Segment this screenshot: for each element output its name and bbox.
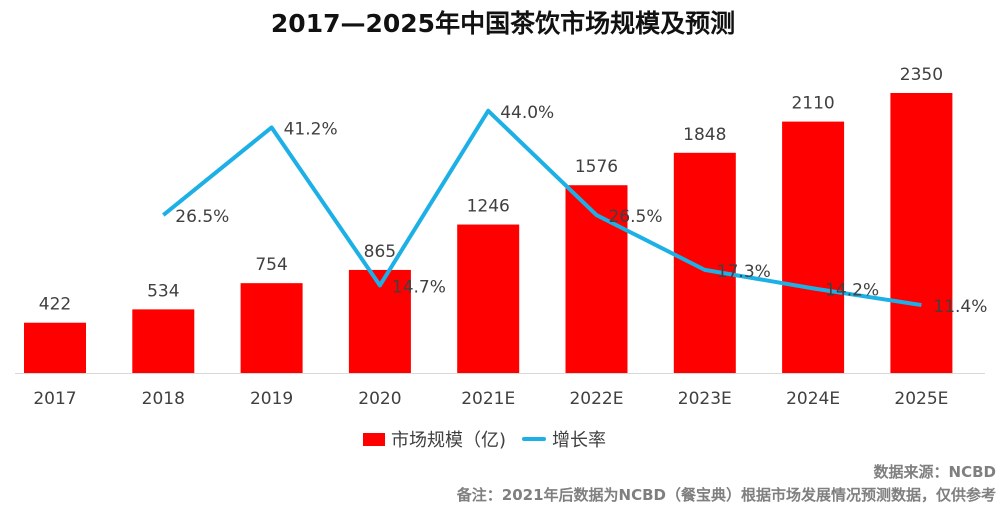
bar [240,283,303,373]
x-tick-label: 2025E [894,389,948,409]
bar [132,309,195,373]
bar-value-label: 1848 [683,125,726,145]
legend-bar-swatch [363,432,385,446]
legend-line-swatch [522,437,547,441]
bar-value-label: 1246 [467,197,510,217]
bar-value-label: 2350 [900,65,943,85]
bar [890,93,953,373]
bar-value-label: 534 [147,281,179,301]
x-tick-label: 2021E [461,389,515,409]
line-value-label: 26.5% [175,207,229,227]
growth-line [162,108,922,308]
chart-area: 422 2017 534 2018 754 2019 865 2020 1246 2021E 157… [15,65,987,409]
footnote: 备注：2021年后数据为NCBD（餐宝典）根据市场发展情况预测数据，仅供参考 [456,486,996,504]
bar [782,121,845,374]
bar-value-label: 422 [39,295,71,315]
line-value-label: 11.4% [933,297,987,317]
legend-line-label: 增长率 [552,430,607,451]
data-source: 数据来源：NCBD [873,463,996,481]
line-value-label: 17.3% [717,262,771,282]
legend-bar-label: 市场规模（亿) [391,430,507,451]
legend: 市场规模（亿) 增长率 [363,426,606,452]
bar-value-label: 2110 [791,94,834,114]
bar-value-label: 1576 [575,157,618,177]
line-value-label: 26.5% [609,207,663,227]
line-value-label: 41.2% [284,119,338,139]
line-value-label: 14.2% [825,280,879,300]
bar [24,322,86,373]
bar-value-label: 754 [255,255,287,275]
x-tick-label: 2024E [786,389,840,409]
x-tick-label: 2023E [678,389,732,409]
chart-title: 2017—2025年中国茶饮市场规模及预测 [270,9,736,38]
x-tick-label: 2018 [142,389,185,409]
bar [457,224,520,373]
x-tick-label: 2022E [569,389,623,409]
bar [673,152,736,373]
bar-value-label: 865 [364,242,396,262]
x-tick-label: 2019 [250,389,293,409]
x-tick-label: 2017 [33,389,76,409]
line-value-label: 44.0% [500,103,554,123]
line-value-label: 14.7% [392,277,446,297]
x-tick-label: 2020 [358,389,401,409]
